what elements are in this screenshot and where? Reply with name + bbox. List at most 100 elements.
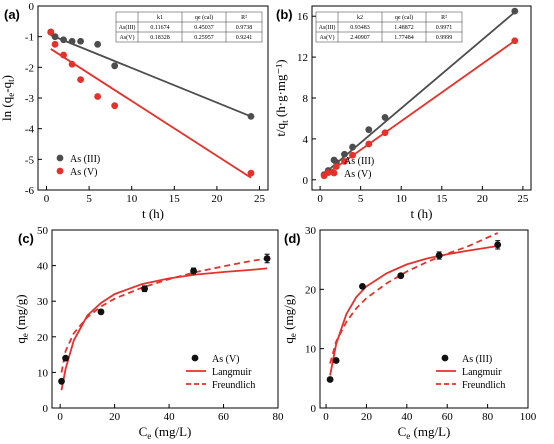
data-point <box>141 285 148 293</box>
x-tick-label: 0 <box>44 193 50 205</box>
y-axis-label: ln (qe-qt) <box>0 75 16 121</box>
data-point-series-1 <box>332 163 340 170</box>
legend-label: Freundlich <box>212 380 255 391</box>
data-point-series-0 <box>60 36 67 44</box>
legend-label: As (III) <box>70 154 100 165</box>
x-tick-label: 60 <box>218 411 230 423</box>
data-point-series-1 <box>247 169 255 177</box>
parameter-table: As(III) As(V) k1 0.11674 0.18328 qe (cal) 0.45… <box>115 11 263 43</box>
data-point <box>263 255 271 262</box>
table-border <box>115 11 263 43</box>
x-axis-label-unit: (mg/L) <box>410 424 450 439</box>
y-axis-label-mid: -q <box>0 81 14 92</box>
data-point-series-1 <box>68 60 76 68</box>
plot-frame <box>51 229 279 409</box>
x-tick-label: 60 <box>442 411 454 423</box>
y-axis-label-main: q <box>13 337 28 344</box>
legend-marker <box>330 156 338 164</box>
table-header: qe (cal) <box>395 14 413 21</box>
y-axis-label-end: ) <box>0 75 14 79</box>
table-header: R² <box>441 15 447 21</box>
y-tick-label: -5 <box>25 154 35 166</box>
y-tick-label: 10 <box>305 344 317 356</box>
x-tick-label: 20 <box>477 193 489 205</box>
data-point-series-1 <box>324 169 332 177</box>
data-point-series-0 <box>247 113 255 120</box>
data-point-series-1 <box>47 28 55 36</box>
y-tick-label: 4 <box>303 134 309 146</box>
y-axis-label: qe (mg/g) <box>281 294 298 343</box>
data-point-series-1 <box>511 37 519 45</box>
legend-marker <box>191 354 199 362</box>
legend-marker <box>56 167 64 175</box>
data-point <box>97 308 105 316</box>
y-tick-label: 30 <box>37 296 49 308</box>
y-tick-label: 20 <box>37 332 49 344</box>
y-tick-label: 0 <box>303 175 309 187</box>
y-axis-label-main: q <box>281 337 296 344</box>
y-axis-label-sub: e <box>20 333 30 337</box>
x-axis-label: Ce (mg/L) <box>139 424 192 441</box>
x-axis-label: t (h) <box>410 206 432 221</box>
data-point-series-0 <box>381 114 389 121</box>
y-axis-label-sub: e <box>6 93 16 97</box>
y-axis-label-sub: e <box>288 333 298 337</box>
x-axis-label: t (h) <box>142 206 164 221</box>
y-tick-label: 30 <box>305 225 317 237</box>
x-tick-label: 40 <box>164 411 176 423</box>
plot-frame <box>319 229 529 409</box>
data-point-series-1 <box>77 76 84 83</box>
y-axis-label-main: ln (q <box>0 96 14 121</box>
table-cell: 0.45037 <box>194 25 214 31</box>
table-cell: As(III) <box>119 24 136 31</box>
table-cell: 0.9241 <box>236 35 253 41</box>
table-cell: 0.9999 <box>436 35 453 41</box>
fit-line-series-1 <box>50 48 252 179</box>
data-point <box>190 267 197 275</box>
legend-label: As (V) <box>212 354 240 365</box>
y-tick-label: -6 <box>25 185 35 197</box>
table-cell: As(V) <box>320 34 335 41</box>
panel-a: 0 5 10 15 20 250-1-2-3-4-5-6(a)t (h)ln (qe-qt… <box>0 1 269 221</box>
x-tick-label: 20 <box>211 193 223 205</box>
data-point-series-0 <box>68 37 76 45</box>
table-border <box>315 11 463 43</box>
fit-line-series-0 <box>50 34 252 118</box>
fit-line-series-1 <box>323 40 516 177</box>
x-axis-label-unit: (mg/L) <box>151 424 191 439</box>
table-cell: 0.9971 <box>436 25 453 31</box>
legend-label: As (III) <box>462 354 492 365</box>
x-tick-label: 25 <box>254 193 266 205</box>
x-axis-label-sub: e <box>147 431 151 441</box>
curve-langmuir <box>329 245 498 376</box>
data-point-series-1 <box>60 51 67 59</box>
panel-label: (a) <box>4 7 20 22</box>
x-tick-label: 100 <box>520 411 537 423</box>
data-point-series-0 <box>349 143 356 151</box>
legend-marker <box>441 354 449 362</box>
parameter-table: As(III) As(V) k2 0.93483 2.40907 qe (cal) 1.48… <box>315 11 463 43</box>
data-point <box>58 377 65 385</box>
x-tick-label: 10 <box>126 193 138 205</box>
y-tick-label: -2 <box>25 62 34 74</box>
table-cell: 0.93483 <box>350 25 370 31</box>
y-axis-label-main: t/q <box>273 122 288 136</box>
x-axis-label-unit: (h) <box>414 206 432 221</box>
x-tick-label: 10 <box>396 193 408 205</box>
x-axis-label-main: t <box>142 206 146 221</box>
data-point <box>435 252 443 259</box>
y-axis-label-sub: t <box>280 120 290 123</box>
y-tick-label: 12 <box>297 52 308 64</box>
data-point-series-0 <box>51 33 59 41</box>
x-axis-label-sub: e <box>406 431 410 441</box>
x-axis-label-main: C <box>139 424 148 439</box>
y-axis-label-sub2: t <box>6 79 16 82</box>
data-point-series-1 <box>365 140 373 148</box>
data-point <box>397 272 405 280</box>
panel-label: (c) <box>18 231 34 246</box>
x-tick-label: 0 <box>323 411 329 423</box>
y-axis-label-end: (mg/g) <box>281 294 296 333</box>
